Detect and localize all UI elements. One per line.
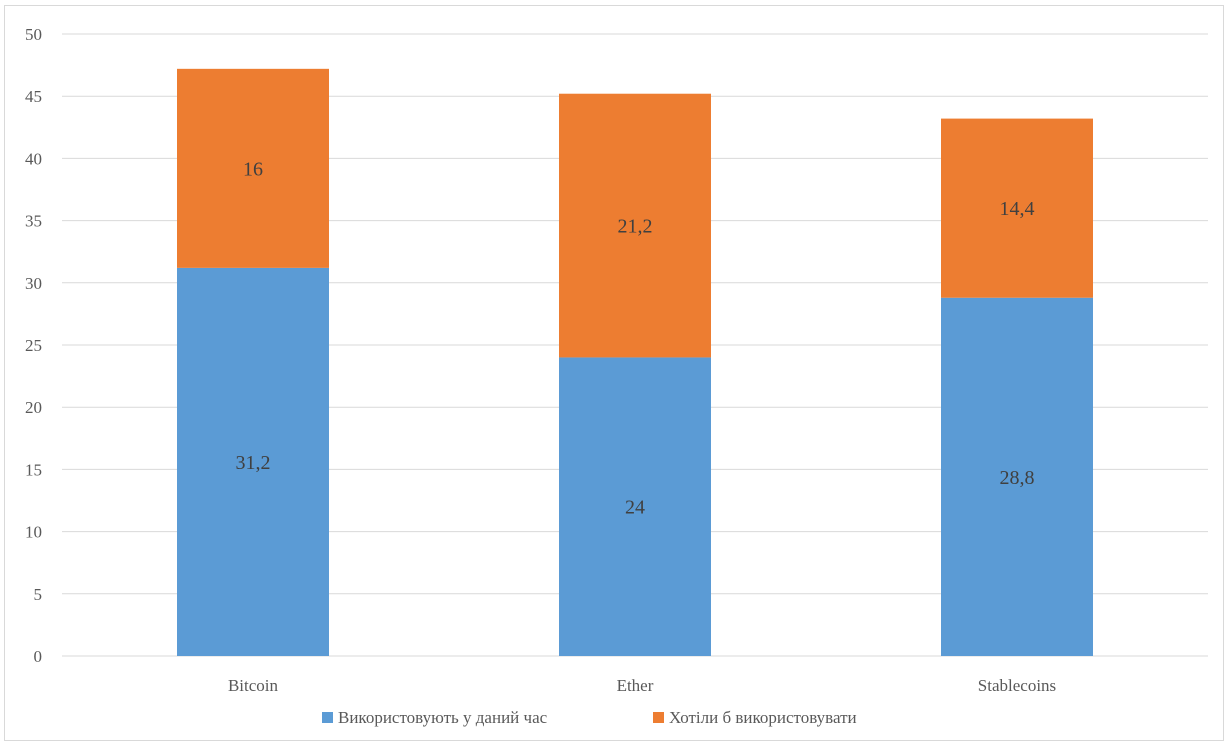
data-labels: 31,2 16 24 21,2 28,8 14,4 (236, 158, 1035, 518)
data-label: 16 (243, 158, 263, 180)
y-tick-label: 30 (25, 274, 42, 293)
x-category-label: Bitcoin (228, 676, 279, 695)
legend: Використовують у даний час Хотіли б викор… (322, 708, 857, 727)
y-tick-label: 50 (25, 25, 42, 44)
data-label: 28,8 (1000, 467, 1035, 489)
bar-ether-series-1 (559, 357, 711, 656)
data-label: 21,2 (618, 216, 653, 238)
bar-stablecoins-series-2 (941, 118, 1093, 298)
y-axis-ticks: 0 5 10 15 20 25 30 35 40 45 50 (25, 25, 42, 666)
legend-label-1: Використовують у даний час (338, 708, 548, 727)
bar-bitcoin-series-2 (177, 68, 329, 268)
bar-bitcoin-series-1 (177, 267, 329, 656)
data-label: 14,4 (1000, 198, 1035, 220)
y-tick-label: 15 (25, 460, 42, 479)
legend-label-2: Хотіли б використовувати (669, 708, 857, 727)
y-tick-label: 35 (25, 212, 42, 231)
data-label: 24 (625, 497, 645, 519)
y-tick-label: 25 (25, 336, 42, 355)
y-tick-label: 45 (25, 87, 42, 106)
y-tick-label: 10 (25, 523, 42, 542)
y-tick-label: 0 (34, 647, 43, 666)
x-axis-categories: Bitcoin Ether Stablecoins (228, 676, 1056, 695)
x-category-label: Stablecoins (978, 676, 1056, 695)
data-label: 31,2 (236, 452, 271, 474)
legend-swatch-1 (322, 712, 333, 723)
y-tick-label: 40 (25, 149, 42, 168)
bar-stablecoins-series-1 (941, 297, 1093, 656)
y-tick-label: 20 (25, 398, 42, 417)
x-category-label: Ether (617, 676, 654, 695)
bars (177, 68, 1093, 656)
bar-ether-series-2 (559, 93, 711, 358)
legend-swatch-2 (653, 712, 664, 723)
y-tick-label: 5 (34, 585, 43, 604)
